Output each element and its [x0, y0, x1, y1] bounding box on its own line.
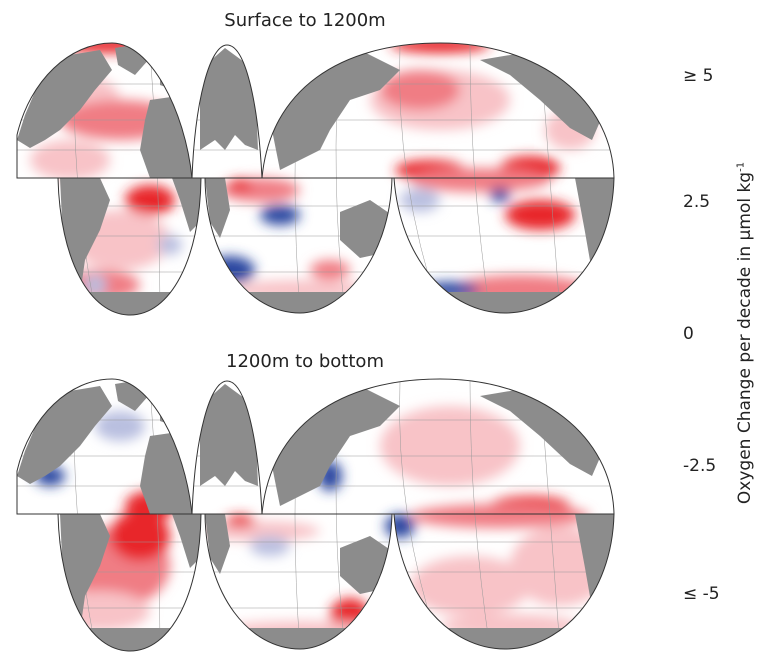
oxygen-loss-patch	[380, 406, 520, 486]
colorbar-label-text: Oxygen Change per decade in µmol kg	[735, 171, 755, 505]
maps	[16, 42, 615, 652]
oxygen-gain-patch	[83, 275, 107, 295]
oxygen-loss-patch	[310, 260, 350, 280]
oxygen-loss-patch	[410, 504, 590, 528]
oxygen-gain-patch	[490, 188, 510, 202]
colorbar-tick-2.5: 2.5	[683, 192, 711, 212]
oxygen-loss-patch	[390, 43, 490, 53]
oxygen-loss-patch	[200, 521, 320, 541]
oxygen-gain-patch	[95, 411, 145, 441]
panel-title-surface: Surface to 1200m	[224, 10, 386, 31]
map-surface-to-1200m	[16, 42, 615, 316]
oxygen-loss-patch	[30, 140, 110, 180]
oxygen-loss-patch	[410, 556, 530, 616]
oxygen-loss-patch	[228, 179, 252, 191]
colorbar-tick-minus-2.5: -2.5	[683, 456, 717, 476]
colorbar-tick-max: ≥ 5	[683, 66, 714, 86]
oxygen-gain-patch	[158, 235, 182, 255]
colorbar-tick-min: ≤ -5	[683, 584, 720, 604]
colorbar-label: Oxygen Change per decade in µmol kg-1	[735, 162, 755, 504]
map-1200m-to-bottom	[16, 378, 615, 652]
oxygen-loss-patch	[50, 591, 150, 631]
panel-title-deep: 1200m to bottom	[226, 351, 384, 372]
oxygen-loss-patch	[505, 200, 575, 230]
oxygen-loss-patch	[110, 511, 170, 561]
oxygen-gain-patch	[250, 536, 290, 556]
oxygen-gain-patch	[400, 188, 440, 212]
colorbar-tick-0: 0	[683, 324, 694, 344]
oxygen-loss-patch	[410, 168, 550, 192]
colorbar-label-unit-exponent: -1	[735, 161, 747, 172]
oxygen-gain-patch	[260, 205, 300, 225]
oxygen-loss-patch	[125, 185, 175, 215]
oxygen-loss-patch	[225, 515, 255, 527]
oxygen-loss-patch	[50, 43, 170, 53]
